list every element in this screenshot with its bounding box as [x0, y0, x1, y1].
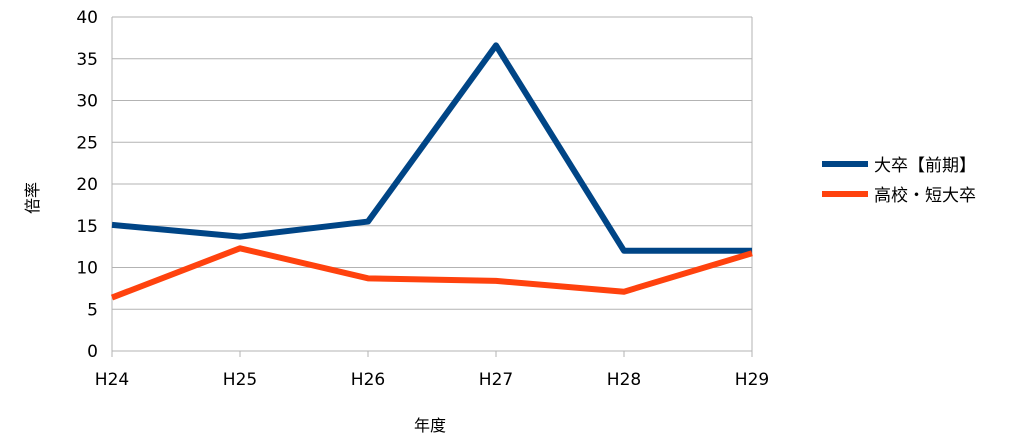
axes — [111, 17, 753, 357]
series-line-1 — [111, 42, 752, 254]
y-tick-label: 10 — [76, 259, 98, 279]
y-tick-label: 30 — [76, 92, 98, 112]
x-tick-labels: H24 H25 H26 H27 H28 H29 — [95, 370, 769, 390]
x-tick-label: H24 — [95, 370, 129, 390]
y-tick-label: 15 — [76, 217, 98, 237]
y-tick-label: 5 — [87, 300, 98, 320]
legend: 大卒【前期】高校・短大卒 — [822, 156, 976, 206]
y-axis-title: 倍率 — [23, 182, 42, 214]
series-line-2 — [110, 245, 753, 301]
legend-label-2: 高校・短大卒 — [874, 186, 976, 206]
y-tick-label: 25 — [76, 133, 98, 153]
y-tick-label: 20 — [76, 175, 98, 195]
legend-label-1: 大卒【前期】 — [874, 156, 976, 176]
y-tick-labels: 0 5 10 15 20 25 30 35 40 — [76, 8, 98, 362]
grid-lines — [112, 16, 752, 352]
x-axis-title: 年度 — [414, 416, 446, 435]
y-tick-label: 0 — [87, 342, 98, 362]
y-tick-label: 40 — [76, 8, 98, 28]
series-lines — [110, 42, 753, 301]
x-tick-label: H29 — [735, 370, 769, 390]
x-tick-label: H28 — [607, 370, 641, 390]
y-tick-label: 35 — [76, 50, 98, 70]
x-tick-label: H26 — [351, 370, 385, 390]
x-tick-label: H27 — [479, 370, 513, 390]
x-tick-label: H25 — [223, 370, 257, 390]
